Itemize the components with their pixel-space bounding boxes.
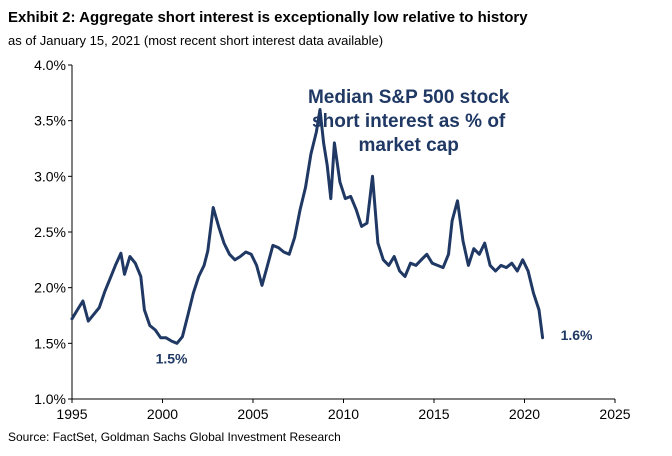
- y-tick-label: 3.5%: [34, 113, 66, 129]
- x-tick-label: 2005: [237, 406, 268, 422]
- x-tick-label: 1995: [56, 406, 87, 422]
- in-chart-label-line: Median S&P 500 stock: [308, 87, 510, 108]
- y-tick-label: 2.0%: [34, 280, 66, 296]
- annotation-label: 1.5%: [156, 350, 188, 366]
- y-tick-label: 1.5%: [34, 335, 66, 351]
- x-tick-label: 2000: [147, 406, 178, 422]
- y-tick-label: 4.0%: [34, 57, 66, 73]
- chart-subtitle: as of January 15, 2021 (most recent shor…: [8, 33, 384, 48]
- x-tick-label: 2015: [418, 406, 449, 422]
- chart-title: Exhibit 2: Aggregate short interest is e…: [8, 9, 528, 26]
- in-chart-label: Median S&P 500 stock short interest as % …: [308, 87, 510, 156]
- x-tick-label: 2025: [599, 406, 630, 422]
- series-line-median-short-interest: [70, 108, 545, 345]
- in-chart-label-line: short interest as % of: [312, 111, 506, 132]
- x-tick-label: 2010: [328, 406, 359, 422]
- x-tick-label: 2020: [509, 406, 540, 422]
- in-chart-label-line: market cap: [358, 135, 458, 156]
- y-tick-label: 3.0%: [34, 168, 66, 184]
- chart-ticks: 1.0% 1.5% 2.0% 2.5% 3.0% 3.5% 4.0% 1995 2000 2005…: [34, 57, 631, 422]
- annotation-label: 1.6%: [561, 327, 593, 343]
- y-tick-label: 1.0%: [34, 391, 66, 407]
- y-tick-label: 2.5%: [34, 224, 66, 240]
- chart-annotations: 1.5% 1.6%: [156, 327, 593, 367]
- source-note: Source: FactSet, Goldman Sachs Global In…: [8, 430, 341, 444]
